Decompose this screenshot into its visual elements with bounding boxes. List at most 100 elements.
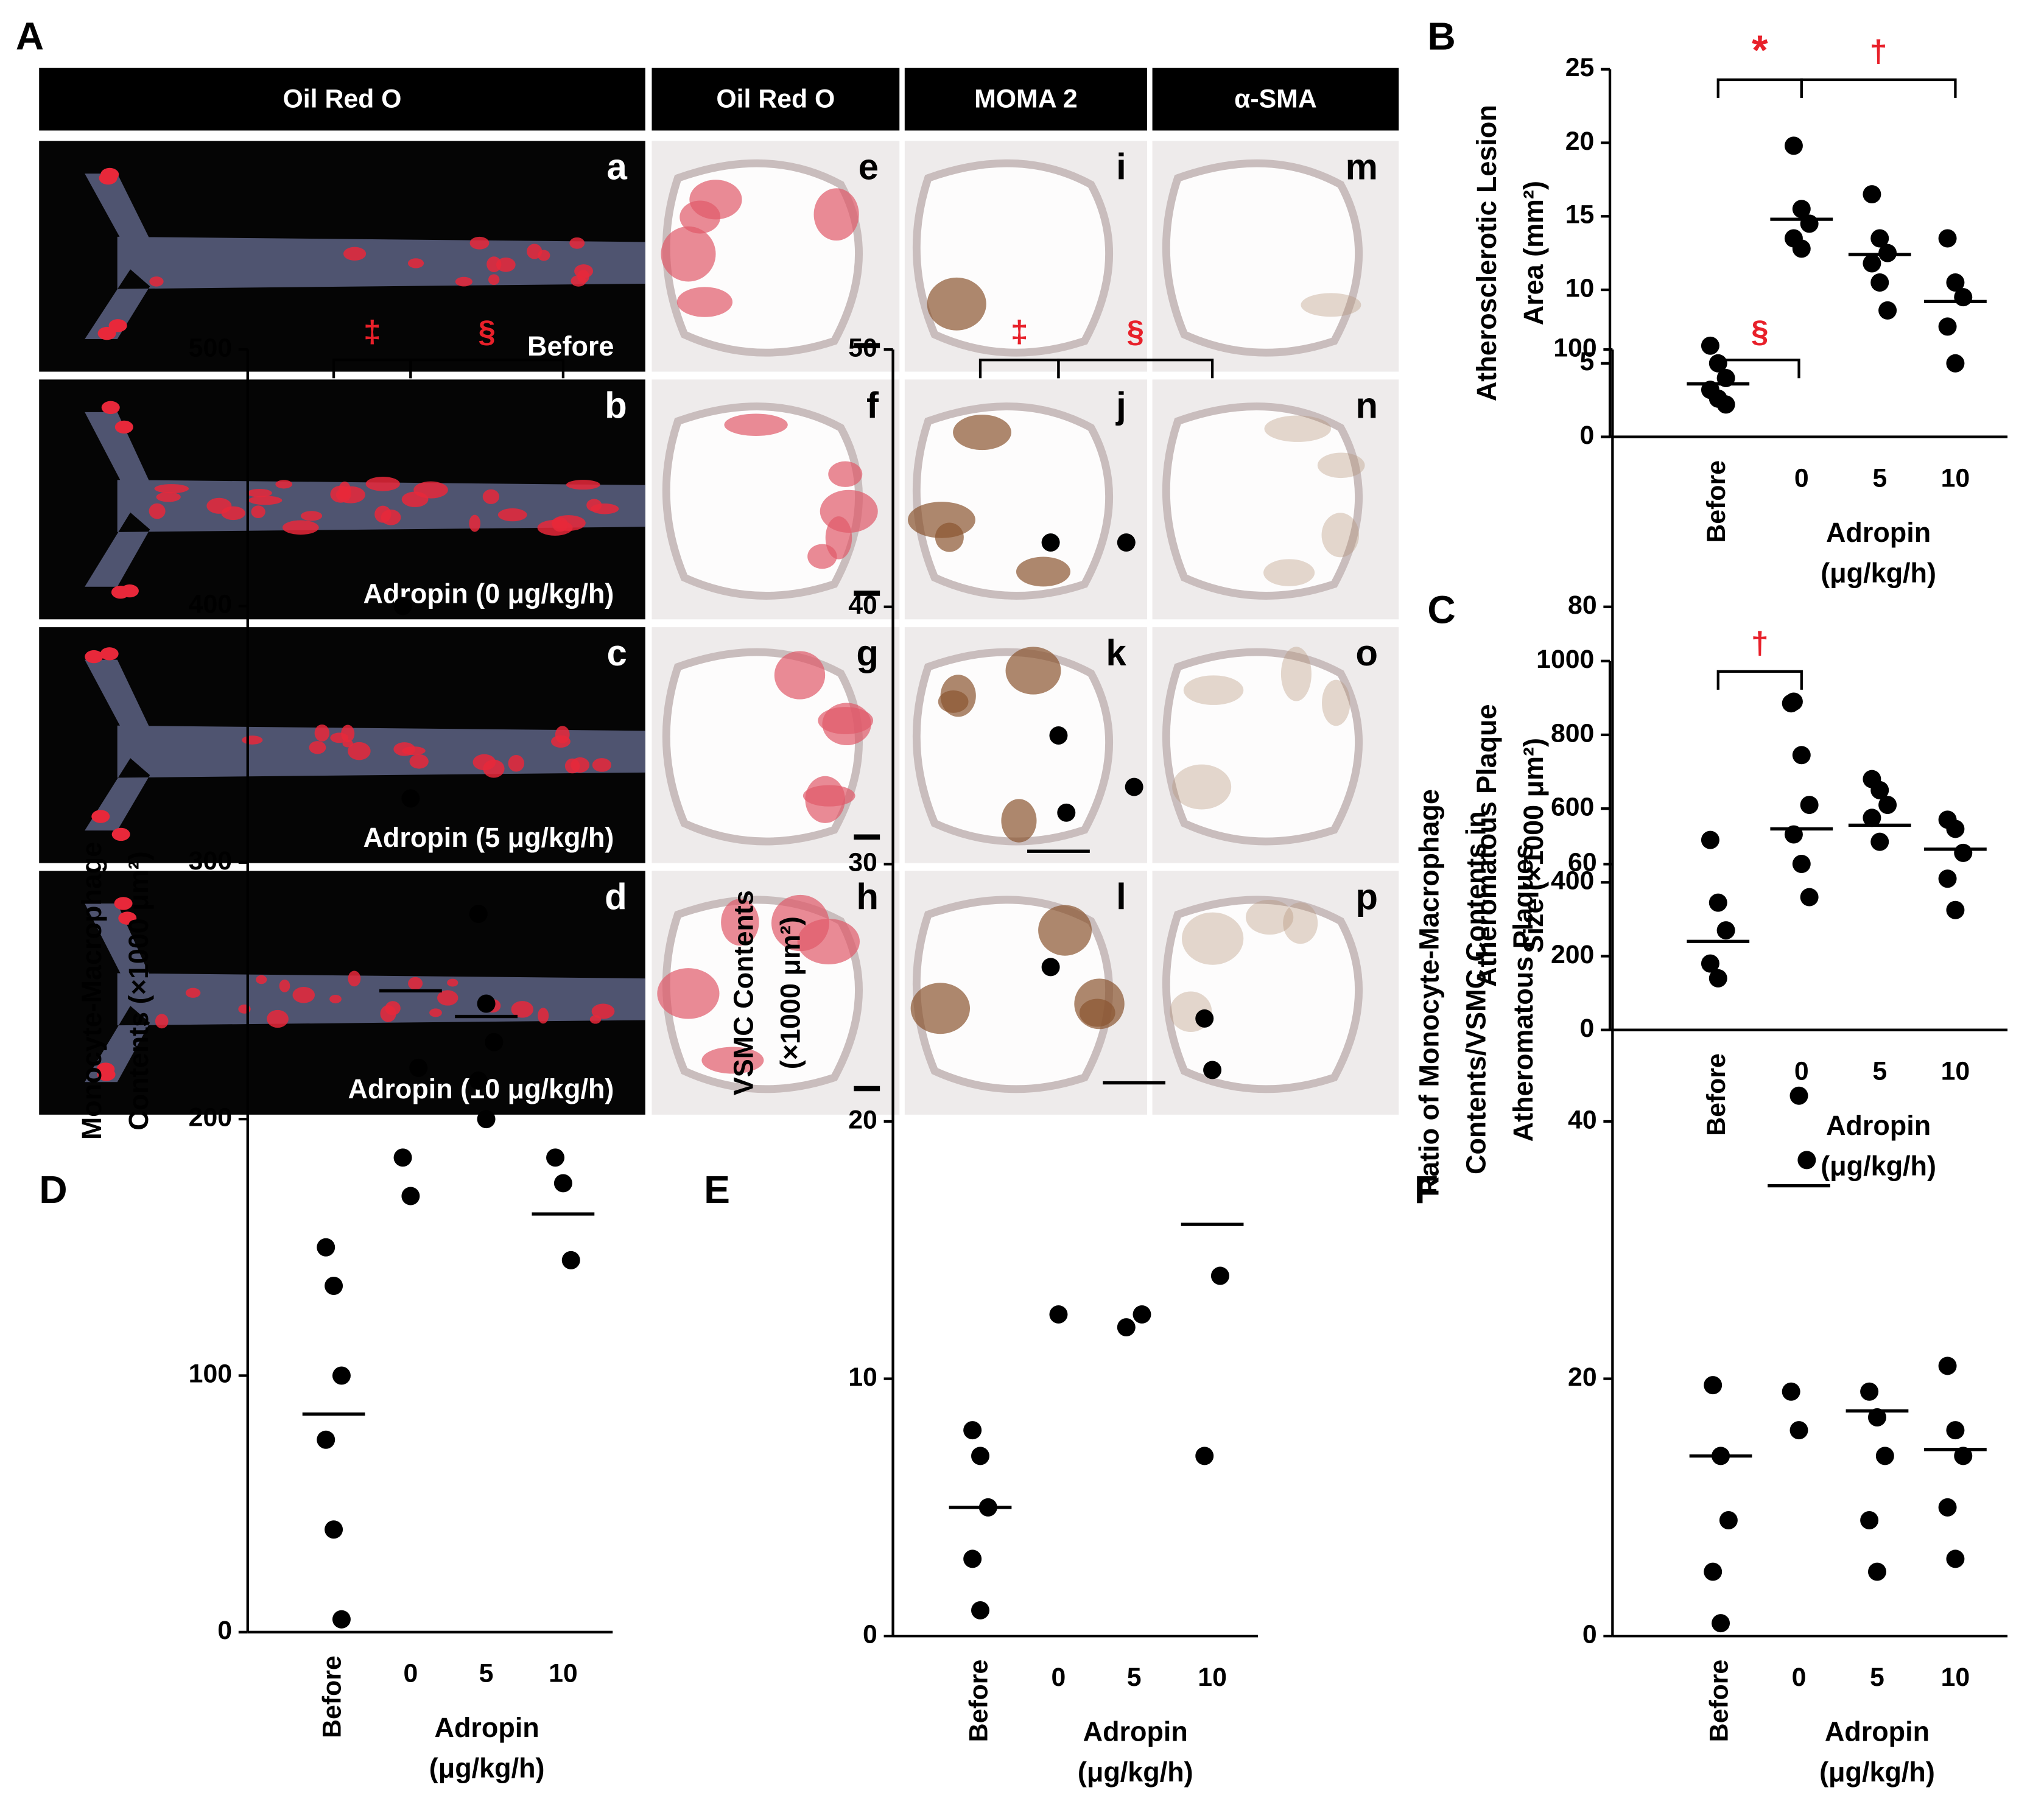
- data-point: [1860, 1382, 1879, 1401]
- stain: [953, 415, 1011, 451]
- data-point: [1800, 796, 1819, 815]
- y-axis-label: VSMC Contents: [728, 890, 759, 1095]
- y-axis-label: Atheromatous Plaque: [1471, 704, 1502, 987]
- image-label: k: [1106, 633, 1126, 673]
- column-header: MOMA 2: [974, 84, 1078, 113]
- lipid-spot: [538, 1008, 549, 1024]
- lipid-spot: [267, 1009, 289, 1028]
- data-point: [325, 1520, 343, 1539]
- lipid-spot: [564, 758, 580, 774]
- significance-bracket: [1057, 359, 1214, 379]
- significance-bracket: [1719, 359, 1800, 379]
- vessel-wall: [1162, 159, 1363, 357]
- lipid-spot: [488, 274, 500, 285]
- data-point: [1704, 1376, 1723, 1395]
- data-point: [1870, 832, 1889, 851]
- x-tick-label: Before: [1702, 460, 1731, 543]
- lipid-spot: [279, 979, 290, 992]
- stain: [771, 894, 829, 952]
- y-tick-label: 10: [1565, 273, 1595, 303]
- data-point: [1878, 301, 1897, 320]
- data-point: [561, 1251, 580, 1269]
- significance-bracket: [409, 359, 565, 379]
- stain: [657, 968, 720, 1019]
- x-axis-label: Adropin: [1826, 1110, 1931, 1141]
- lipid-spot: [242, 735, 263, 745]
- data-point: [393, 1148, 412, 1167]
- stain: [1283, 902, 1318, 944]
- significance-mark: ‡: [363, 314, 381, 349]
- data-point: [317, 1430, 335, 1449]
- image-label: h: [856, 876, 879, 917]
- data-point: [1784, 136, 1803, 155]
- y-tick-label: 100: [1553, 333, 1596, 362]
- data-point: [409, 1058, 428, 1077]
- data-point: [1938, 1498, 1957, 1517]
- y-tick-label: 300: [189, 846, 232, 875]
- x-tick-label: 10: [1941, 1057, 1970, 1086]
- image-label: f: [866, 385, 879, 426]
- data-point: [477, 994, 496, 1013]
- aorta: [85, 904, 645, 1082]
- data-point: [317, 1238, 335, 1257]
- data-point: [971, 1447, 989, 1465]
- lipid-spot: [348, 742, 371, 760]
- x-tick-label: 0: [1052, 1663, 1066, 1692]
- data-point: [485, 1033, 504, 1051]
- data-point: [1870, 781, 1889, 799]
- lipid-spot: [99, 171, 118, 185]
- x-tick-label: 10: [549, 1659, 578, 1688]
- image-label: m: [1346, 146, 1378, 187]
- lipid-spot: [591, 1003, 615, 1019]
- data-point: [1954, 843, 1973, 862]
- data-point: [1704, 1562, 1723, 1581]
- lipid-spot: [571, 275, 586, 287]
- lipid-spot: [247, 488, 272, 497]
- stain: [680, 200, 721, 234]
- lipid-spot: [251, 505, 265, 518]
- stain: [701, 1047, 764, 1074]
- data-point: [1946, 273, 1965, 292]
- data-point: [1049, 1305, 1068, 1324]
- y-axis-label: Contents/VSMC Contents in: [1461, 811, 1492, 1174]
- data-point: [1860, 1511, 1879, 1530]
- data-point: [1195, 1447, 1214, 1465]
- image-label: j: [1115, 385, 1126, 426]
- x-axis-label: Adropin: [1083, 1716, 1188, 1747]
- stain: [1264, 415, 1332, 442]
- stain: [805, 776, 845, 823]
- stain: [822, 703, 871, 746]
- data-point: [1863, 254, 1881, 273]
- data-point: [401, 789, 420, 808]
- x-axis-label: (μg/kg/h): [1819, 1756, 1935, 1788]
- lipid-spot: [569, 237, 585, 249]
- lipid-spot: [114, 420, 133, 434]
- y-tick-label: 30: [848, 848, 877, 877]
- data-point: [1125, 777, 1143, 796]
- x-tick-label: Before: [964, 1660, 993, 1742]
- y-tick-label: 400: [1551, 866, 1594, 896]
- stain: [1074, 978, 1125, 1030]
- lipid-spot: [149, 276, 164, 287]
- image-label: d: [605, 876, 627, 917]
- lipid-spot: [314, 724, 330, 742]
- vessel-wall: [1162, 896, 1363, 1093]
- data-point: [1789, 1086, 1808, 1105]
- y-axis-label: Atherosclerotic Lesion: [1471, 105, 1502, 401]
- lipid-spot: [282, 520, 319, 535]
- data-point: [1789, 1421, 1808, 1440]
- stain: [1301, 293, 1361, 317]
- lipid-spot: [343, 247, 367, 261]
- data-point: [1938, 1356, 1957, 1375]
- data-point: [1195, 1009, 1214, 1028]
- data-point: [1203, 1061, 1222, 1079]
- y-axis-label: Size (×1000 μm²): [1518, 738, 1549, 953]
- y-tick-label: 15: [1565, 200, 1595, 230]
- y-tick-label: 0: [217, 1616, 232, 1645]
- data-point: [1938, 317, 1957, 336]
- y-tick-label: 20: [1565, 127, 1595, 156]
- lipid-spot: [156, 492, 181, 502]
- y-tick-label: 20: [848, 1105, 877, 1134]
- panel-label: A: [16, 15, 44, 58]
- stain: [1245, 899, 1294, 935]
